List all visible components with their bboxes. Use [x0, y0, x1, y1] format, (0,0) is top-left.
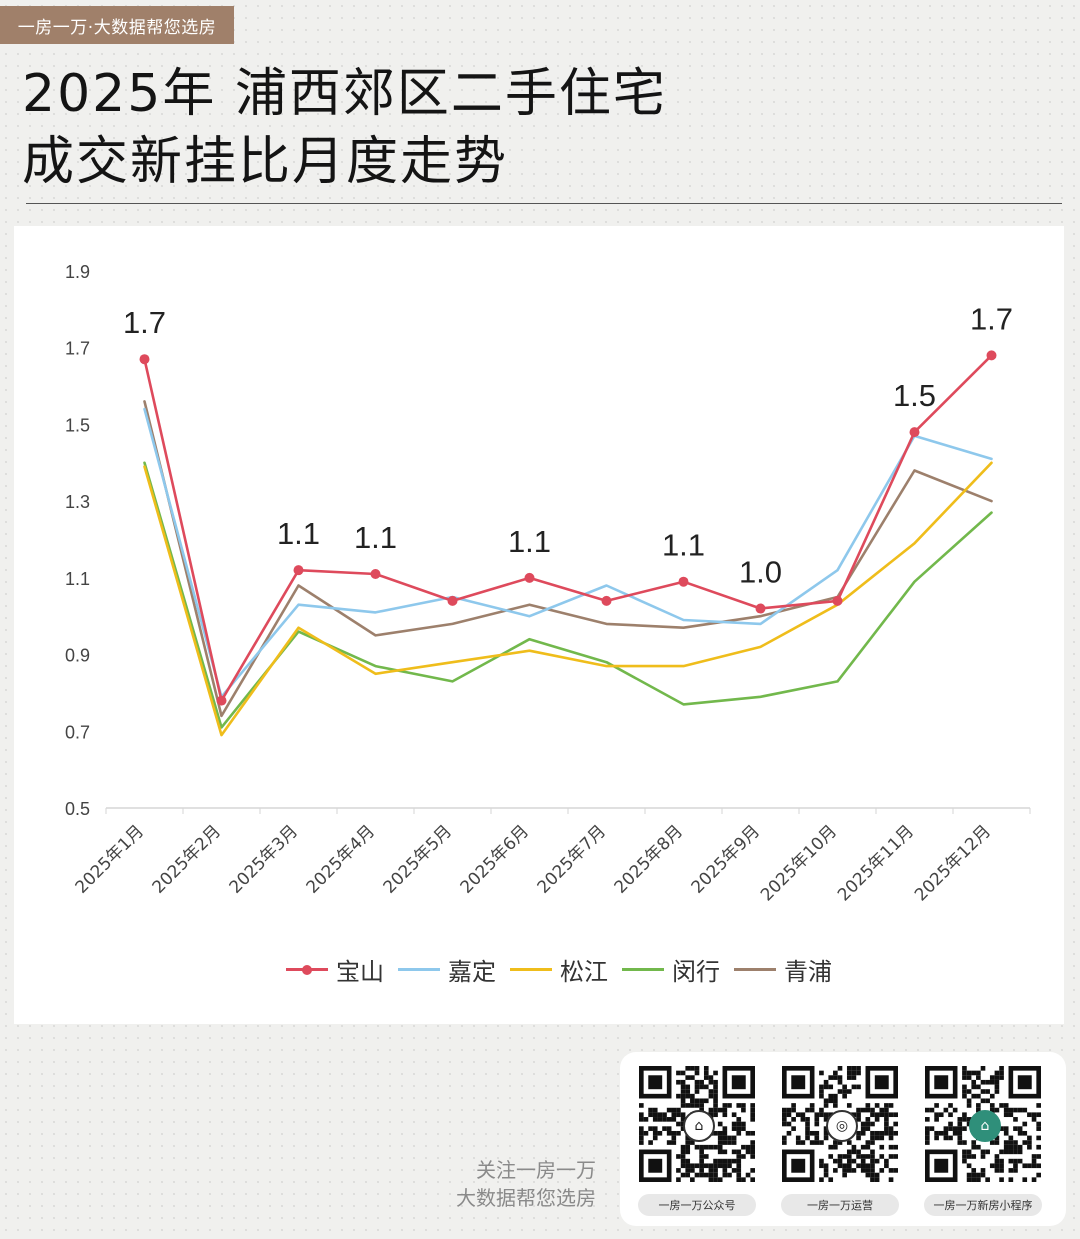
logo-icon: ⌂ — [969, 1110, 1001, 1142]
data-label: 1.1 — [277, 516, 320, 551]
x-tick-label: 2025年10月 — [757, 821, 841, 905]
x-tick-label: 2025年4月 — [303, 821, 379, 897]
legend-label: 松江 — [560, 958, 608, 986]
legend-item: 青浦 — [734, 952, 832, 987]
qr-label: 一房一万运营 — [781, 1194, 899, 1216]
qr-label: 一房一万公众号 — [638, 1194, 756, 1216]
x-tick-label: 2025年7月 — [534, 821, 610, 897]
legend-swatch — [286, 964, 328, 975]
series-line-青浦 — [143, 400, 993, 718]
page-title: 2025年 浦西郊区二手住宅 成交新挂比月度走势 — [22, 60, 667, 196]
data-point-宝山 — [524, 572, 535, 583]
legend-swatch — [734, 968, 776, 971]
chart-legend: 宝山 嘉定 松江 闵行 青浦 — [286, 952, 832, 987]
x-tick-label: 2025年5月 — [380, 821, 456, 897]
x-tick-label: 2025年11月 — [834, 821, 918, 905]
data-point-宝山 — [678, 576, 689, 587]
x-tick-label: 2025年6月 — [457, 821, 533, 897]
series-line-闵行 — [143, 461, 993, 729]
legend-label: 嘉定 — [448, 958, 496, 986]
follow-line-1: 关注一房一万 — [476, 1158, 596, 1182]
follow-text: 关注一房一万 大数据帮您选房 — [410, 1156, 596, 1212]
x-tick-label: 2025年12月 — [911, 821, 995, 905]
qr-card: ⌂ 一房一万公众号 ◎ 一房一万运营 ⌂ 一房一万新房小程序 — [620, 1052, 1066, 1226]
y-tick-label: 0.5 — [65, 799, 90, 819]
qr-code[interactable]: ⌂ — [925, 1066, 1041, 1182]
y-tick-label: 1.3 — [65, 492, 90, 512]
y-tick-label: 1.7 — [65, 339, 90, 359]
legend-swatch — [622, 968, 664, 971]
data-point-宝山 — [447, 595, 458, 606]
data-point-宝山 — [755, 603, 766, 614]
data-label: 1.1 — [662, 528, 705, 563]
series-line-松江 — [143, 461, 993, 737]
legend-item: 嘉定 — [398, 952, 496, 987]
legend-marker — [302, 964, 312, 975]
chart-card: 0.5 0.7 0.9 1.1 1.3 1.5 1.7 1.9 2025年1月 2025年2月 20… — [14, 226, 1064, 1024]
logo-icon: ⌂ — [683, 1110, 715, 1142]
data-label: 1.7 — [123, 305, 166, 340]
data-label: 1.1 — [354, 520, 397, 555]
data-point-宝山 — [216, 695, 227, 706]
qr-label: 一房一万新房小程序 — [924, 1194, 1042, 1216]
qr-block-official-account[interactable]: ⌂ 一房一万公众号 — [634, 1066, 760, 1216]
x-tick-label: 2025年1月 — [72, 821, 148, 897]
legend-swatch — [398, 968, 440, 971]
data-point-宝山 — [139, 354, 150, 365]
legend-swatch — [510, 968, 552, 971]
legend-item: 松江 — [510, 952, 608, 987]
legend-label: 闵行 — [672, 958, 720, 986]
x-tick-label: 2025年9月 — [688, 821, 764, 897]
qr-block-mini-program[interactable]: ⌂ 一房一万新房小程序 — [920, 1066, 1046, 1216]
data-point-宝山 — [909, 427, 920, 438]
data-point-宝山 — [370, 569, 381, 580]
series-line-嘉定 — [143, 407, 993, 699]
follow-line-2: 大数据帮您选房 — [456, 1186, 596, 1210]
series-line-宝山 — [143, 354, 993, 702]
data-point-宝山 — [986, 350, 997, 361]
legend-item: 宝山 — [286, 952, 384, 987]
y-tick-label: 1.5 — [65, 415, 90, 435]
data-label: 1.0 — [739, 555, 782, 590]
legend-label: 青浦 — [784, 958, 832, 986]
data-point-宝山 — [601, 595, 612, 606]
data-point-宝山 — [293, 565, 304, 576]
wechat-icon: ◎ — [826, 1110, 858, 1142]
x-tick-label: 2025年8月 — [611, 821, 687, 897]
qr-code[interactable]: ◎ — [782, 1066, 898, 1182]
y-tick-label: 0.9 — [65, 646, 90, 666]
data-label: 1.5 — [893, 378, 936, 413]
y-tick-label: 0.7 — [65, 722, 90, 742]
qr-code[interactable]: ⌂ — [639, 1066, 755, 1182]
data-label: 1.7 — [970, 301, 1013, 336]
legend-item: 闵行 — [622, 952, 720, 987]
title-divider — [26, 203, 1062, 204]
x-tick-label: 2025年2月 — [149, 821, 225, 897]
data-point-宝山 — [832, 595, 843, 606]
x-tick-label: 2025年3月 — [226, 821, 302, 897]
brand-tag: 一房一万·大数据帮您选房 — [0, 6, 234, 44]
title-line-2: 成交新挂比月度走势 — [22, 132, 509, 192]
qr-block-operations[interactable]: ◎ 一房一万运营 — [777, 1066, 903, 1216]
y-tick-label: 1.1 — [65, 569, 90, 589]
data-label: 1.1 — [508, 524, 551, 559]
y-tick-label: 1.9 — [65, 262, 90, 282]
title-line-1: 2025年 浦西郊区二手住宅 — [22, 64, 667, 124]
legend-label: 宝山 — [336, 958, 384, 986]
